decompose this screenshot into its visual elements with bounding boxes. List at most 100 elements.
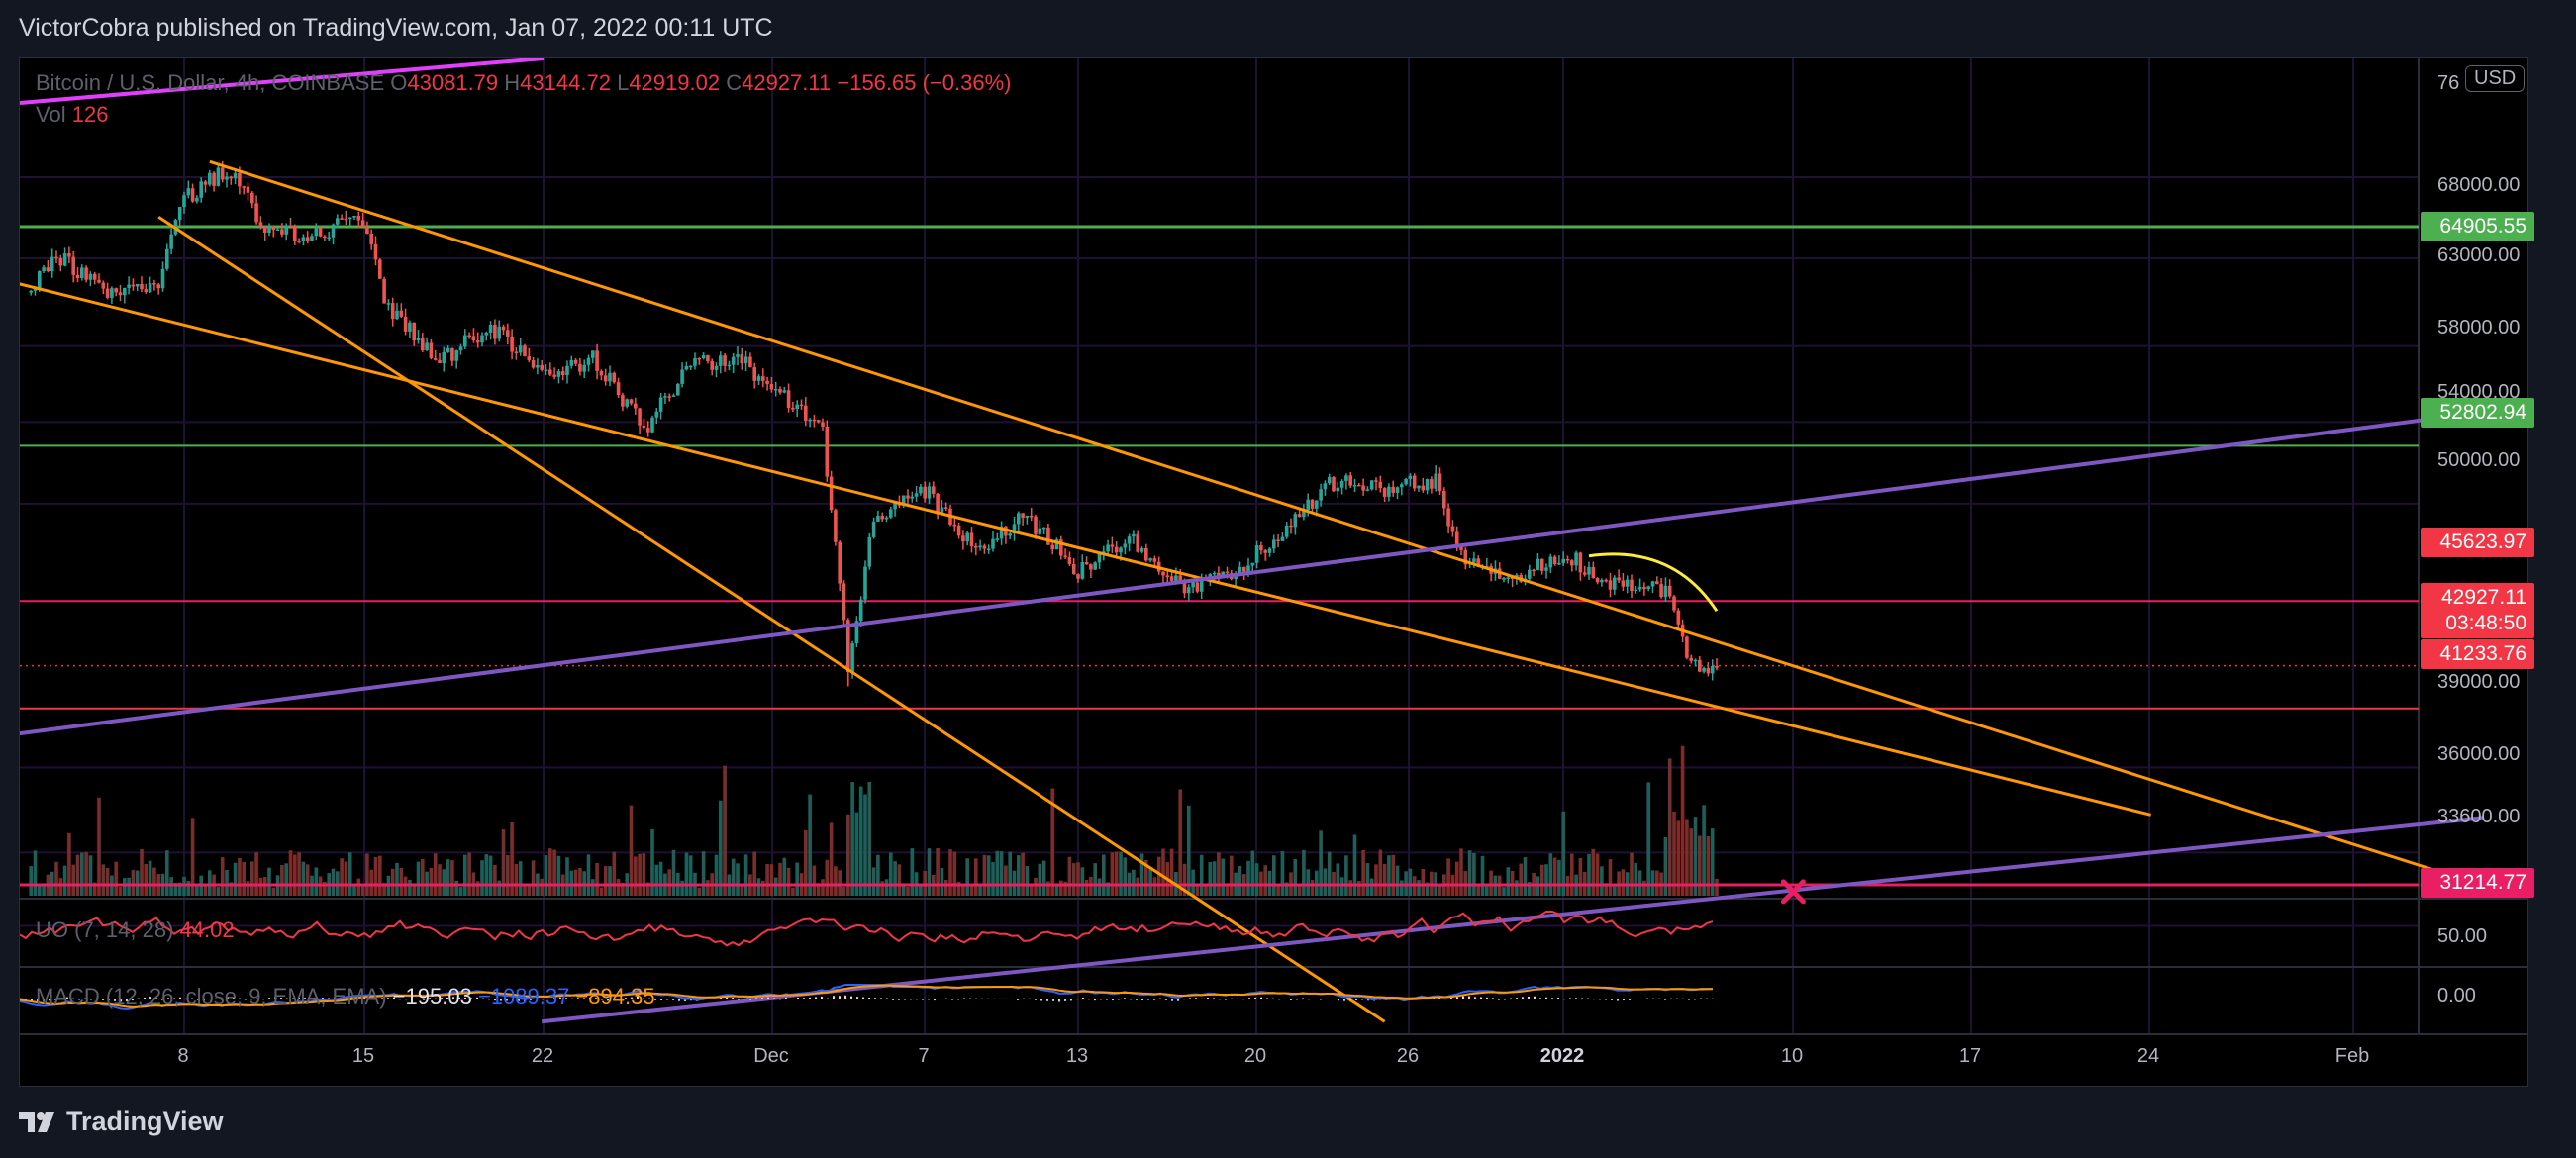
candle-body [825, 427, 830, 477]
volume-bar [769, 864, 774, 896]
candle-body [919, 486, 923, 494]
volume-bar [97, 797, 101, 896]
volume-bar [943, 880, 948, 896]
candle-body [642, 425, 646, 429]
volume-bar [301, 861, 306, 896]
candle-body [932, 486, 936, 494]
volume-bar [812, 865, 817, 896]
volume-bar [152, 867, 156, 896]
volume-bar [484, 854, 489, 896]
volume-bar [603, 866, 608, 896]
candle-body [693, 357, 697, 366]
time-tick: 24 [2136, 1045, 2160, 1067]
candle-body [901, 495, 906, 506]
volume-bar [1152, 877, 1157, 896]
candle-body [804, 405, 808, 422]
volume-bar [701, 851, 706, 896]
candle-body [1604, 579, 1608, 582]
candle-body [310, 236, 314, 241]
volume-bar [1539, 864, 1544, 896]
macd-legend[interactable]: MACD (12, 26, close, 9, EMA, EMA) −195.0… [36, 984, 655, 1010]
candle-body [80, 267, 84, 278]
volume-bar [118, 887, 123, 896]
candle-body [731, 356, 736, 365]
candle-body [331, 224, 336, 238]
volume-bar [578, 867, 582, 896]
candle-body [484, 332, 489, 336]
volume-legend[interactable]: Vol 126 [36, 102, 108, 128]
candle-body [1693, 659, 1698, 662]
candle-body [1591, 567, 1596, 579]
volume-bar [1123, 857, 1128, 896]
candle-body [599, 370, 604, 376]
volume-bar [1017, 855, 1021, 896]
volume-bar [821, 879, 825, 896]
volume-bar [654, 864, 659, 896]
candle-body [710, 361, 714, 370]
candle-body [165, 248, 169, 269]
candle-body [475, 340, 480, 343]
candle-body [50, 256, 54, 271]
volume-bar [752, 851, 756, 896]
uo-legend[interactable]: UO (7, 14, 28) 44.02 [36, 917, 235, 943]
candle-body [965, 532, 969, 542]
volume-bar [1591, 848, 1596, 896]
candle-body [1152, 558, 1157, 562]
candle-body [1272, 539, 1276, 549]
volume-bar [995, 850, 1000, 896]
candle-body [297, 241, 301, 242]
volume-bar [863, 794, 867, 896]
candle-body [1110, 544, 1115, 547]
volume-bar [569, 870, 574, 896]
volume-bar [1204, 884, 1208, 896]
candle-body [1391, 486, 1395, 493]
volume-bar [1378, 849, 1383, 896]
candle-body [910, 496, 915, 499]
volume-bar [1246, 860, 1250, 896]
volume-bar [365, 853, 369, 896]
horizontal-levels [20, 225, 2419, 887]
volume-bar [1502, 887, 1506, 896]
price-chart[interactable] [20, 58, 2528, 1087]
candle-body [160, 268, 165, 289]
volume-bar [497, 880, 501, 896]
tradingview-logo[interactable]: TradingView [19, 1107, 224, 1137]
time-tick: 7 [918, 1045, 930, 1067]
volume-bar [144, 863, 149, 896]
volume-bar [906, 886, 910, 896]
volume-bar [1059, 880, 1063, 896]
candle-body [463, 335, 467, 347]
candle-body [723, 355, 727, 366]
level-badge-41233: 41233.76 [2421, 639, 2534, 669]
candle-body [284, 225, 288, 235]
candle-body [1327, 477, 1332, 484]
chart-frame[interactable] [19, 57, 2528, 1087]
candle-body [795, 404, 799, 410]
trend-drawings [20, 58, 2484, 1024]
trendline-upper [209, 159, 2484, 888]
candle-body [1417, 485, 1421, 489]
candle-body [1225, 571, 1230, 574]
candle-body [612, 372, 617, 383]
volume-bar [1608, 859, 1613, 896]
o-value: 43081.79 [407, 70, 499, 95]
candle-body [1382, 488, 1387, 497]
candle-body [1710, 665, 1715, 674]
candle-body [399, 310, 404, 317]
currency-chip[interactable]: USD [2465, 65, 2526, 92]
candle-body [1038, 528, 1042, 534]
symbol-legend[interactable]: Bitcoin / U.S. Dollar, 4h, COINBASE O430… [36, 70, 1012, 96]
candle-body [748, 356, 752, 368]
candle-body [344, 218, 348, 221]
volume-bar [340, 858, 344, 896]
candle-body [62, 253, 67, 266]
candle-body [429, 342, 434, 358]
volume-bar [390, 868, 395, 896]
volume-bar [1004, 865, 1008, 896]
candle-body [135, 283, 140, 287]
candle-body [1450, 526, 1455, 532]
volume-bar [1067, 856, 1072, 896]
volume-bar [1637, 870, 1642, 896]
volume-bar [804, 829, 808, 896]
candle-body [1621, 580, 1626, 587]
